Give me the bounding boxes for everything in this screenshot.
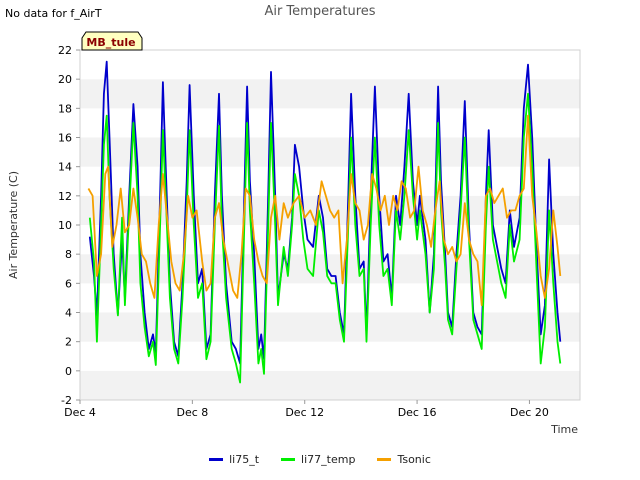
- y-axis: -2 0 2 4 6 8 10 12 14 16 18 20 22: [58, 44, 80, 407]
- no-data-notice: No data for f_AirT: [5, 7, 102, 20]
- y-tick-label: 0: [65, 365, 72, 378]
- legend-label: Tsonic: [397, 453, 431, 466]
- chart-title: Air Temperatures: [264, 4, 375, 19]
- legend-swatch: [281, 458, 296, 461]
- x-tick-label: Dec 8: [176, 406, 208, 419]
- y-tick-label: 2: [65, 336, 72, 349]
- grid-band: [80, 341, 580, 371]
- x-tick-label: Dec 16: [398, 406, 437, 419]
- legend-swatch: [377, 458, 392, 461]
- badge-label: MB_tule: [86, 36, 135, 49]
- y-tick-label: 10: [58, 219, 72, 232]
- y-tick-label: 20: [58, 73, 72, 86]
- y-tick-label: 18: [58, 102, 72, 115]
- grid-band: [80, 370, 580, 400]
- y-axis-label: Air Temperature (C): [7, 171, 20, 279]
- legend-swatch: [209, 458, 224, 461]
- y-tick-label: 22: [58, 44, 72, 57]
- legend-item-li77_temp: li77_temp: [281, 453, 355, 466]
- grid-band: [80, 166, 580, 196]
- x-tick-label: Dec 12: [285, 406, 324, 419]
- grid-band: [80, 312, 580, 342]
- grid-band: [80, 137, 580, 167]
- grid-band: [80, 50, 580, 80]
- x-axis: Dec 4 Dec 8 Dec 12 Dec 16 Dec 20: [64, 400, 549, 419]
- series-line-li77_temp: [88, 92, 562, 384]
- badge-shape: [81, 31, 143, 51]
- legend-item-Tsonic: Tsonic: [377, 453, 431, 466]
- legend-item-li75_t: li75_t: [209, 453, 259, 466]
- grid-band: [80, 283, 580, 313]
- legend-label: li77_temp: [301, 453, 356, 466]
- legend-label: li75_t: [229, 453, 260, 466]
- y-tick-label: 4: [65, 307, 72, 320]
- x-tick-label: Dec 20: [510, 406, 549, 419]
- grid-band: [80, 225, 580, 255]
- y-tick-label: 14: [58, 161, 72, 174]
- series-line-Tsonic: [87, 114, 562, 307]
- series-line-li75_t: [88, 60, 562, 365]
- y-tick-label: 8: [65, 248, 72, 261]
- grid-band: [80, 79, 580, 109]
- x-axis-label: Time: [550, 423, 578, 436]
- y-tick-label: 12: [58, 190, 72, 203]
- x-tick-label: Dec 4: [64, 406, 96, 419]
- y-tick-label: 16: [58, 132, 72, 145]
- y-tick-label: 6: [65, 277, 72, 290]
- y-tick-label: -2: [61, 394, 72, 407]
- grid-band: [80, 108, 580, 138]
- site-badge: MB_tule: [81, 31, 143, 51]
- series-lines: [87, 60, 562, 384]
- legend: li75_t li77_temp Tsonic: [0, 453, 640, 466]
